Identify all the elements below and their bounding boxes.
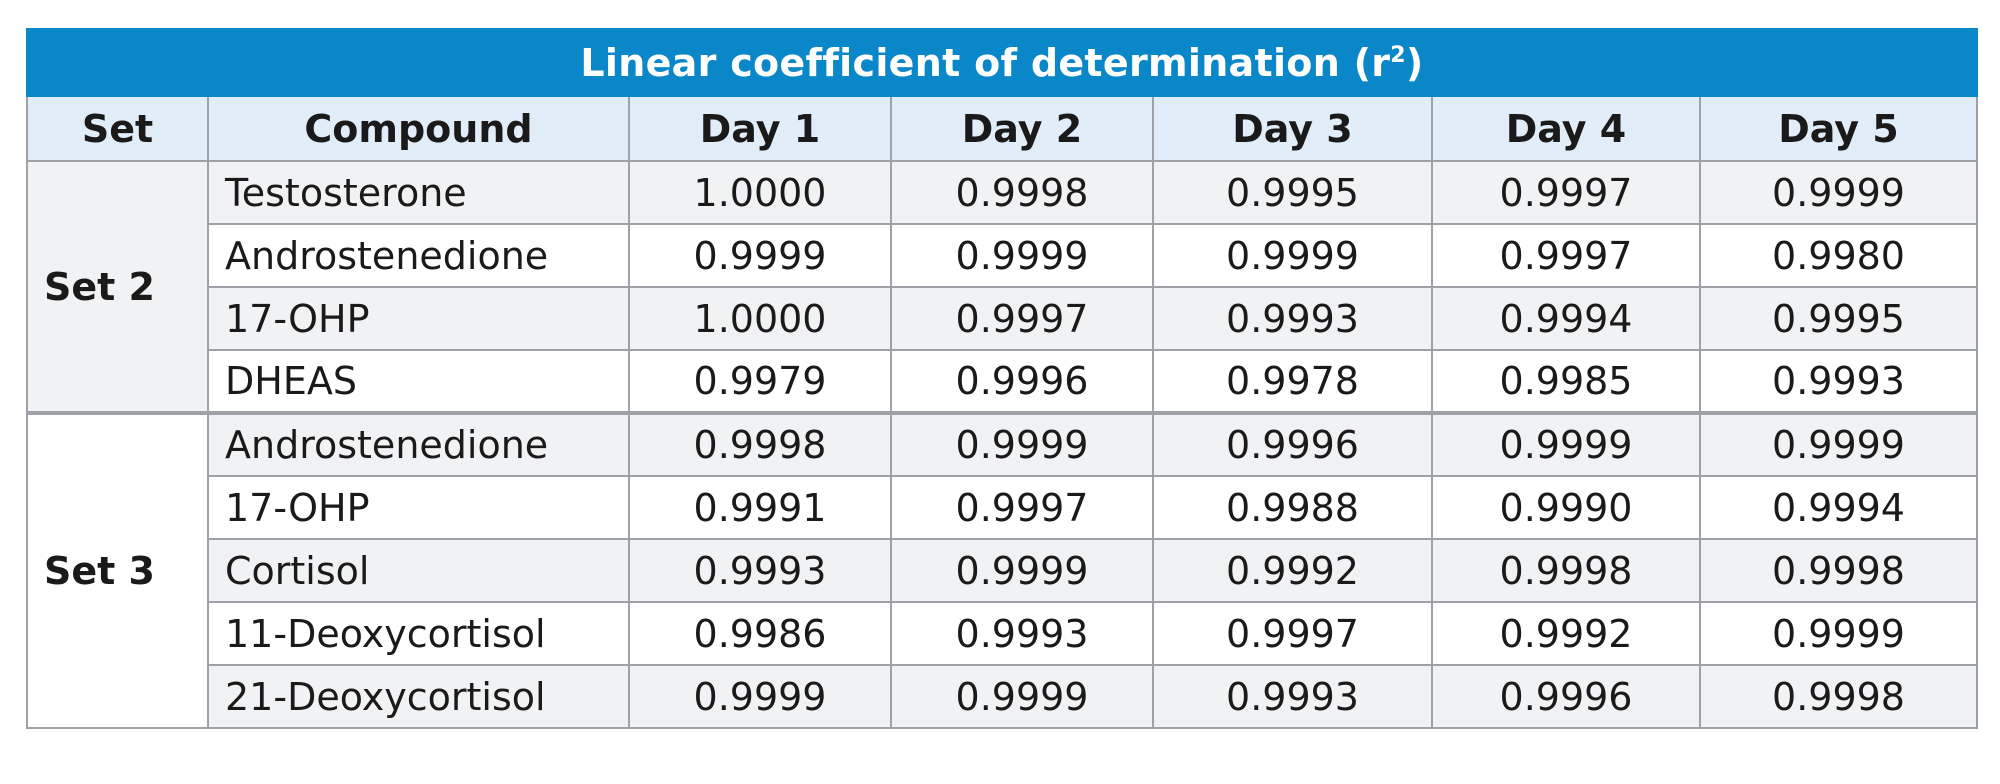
value-cell: 0.9998 — [1698, 538, 1979, 603]
set-label: Set 2 — [26, 160, 209, 414]
data-table-container: Linear coefficient of determination (r2)… — [25, 28, 1979, 729]
table-row: Set 2 Testosterone 1.0000 0.9998 0.9995 … — [26, 160, 1979, 414]
table-row: Cortisol 0.9993 0.9999 0.9992 0.9998 0.9… — [27, 538, 1979, 603]
value-cell: 0.9995 — [1698, 286, 1979, 351]
value-cell: 0.9993 — [890, 601, 1154, 666]
table-title-text: Linear coefficient of determination (r — [580, 40, 1391, 85]
value-cell: 0.9988 — [1152, 475, 1433, 540]
value-cell: 0.9999 — [1698, 160, 1979, 225]
value-cell: 0.9999 — [890, 223, 1154, 288]
table-row: Androstenedione 0.9999 0.9999 0.9999 0.9… — [27, 223, 1979, 288]
value-cell: 1.0000 — [628, 286, 892, 351]
value-cell: 0.9993 — [1152, 664, 1433, 729]
value-cell: 0.9990 — [1431, 475, 1701, 540]
compound-cell: Androstenedione — [207, 223, 630, 288]
value-cell: 0.9994 — [1698, 475, 1979, 540]
value-cell: 0.9994 — [1431, 286, 1701, 351]
compound-cell: 17-OHP — [207, 475, 630, 540]
column-header-day-2: Day 2 — [890, 95, 1154, 162]
value-cell: 0.9985 — [1431, 349, 1701, 414]
column-header-day-5: Day 5 — [1698, 95, 1979, 162]
set-label: Set 3 — [26, 411, 209, 729]
table-title-close: ) — [1405, 40, 1424, 85]
value-cell: 0.9999 — [1152, 223, 1433, 288]
value-cell: 0.9996 — [890, 349, 1154, 414]
value-cell: 0.9997 — [890, 286, 1154, 351]
value-cell: 0.9999 — [628, 223, 892, 288]
column-header-day-4: Day 4 — [1431, 95, 1701, 162]
value-cell: 0.9992 — [1431, 601, 1701, 666]
table-row: 17-OHP 0.9991 0.9997 0.9988 0.9990 0.999… — [27, 475, 1979, 540]
compound-cell: 17-OHP — [207, 286, 630, 351]
value-cell: 0.9997 — [1431, 160, 1701, 225]
value-cell: 0.9993 — [1152, 286, 1433, 351]
table-row: 17-OHP 1.0000 0.9997 0.9993 0.9994 0.999… — [27, 286, 1979, 351]
table-row: 21-Deoxycortisol 0.9999 0.9999 0.9993 0.… — [27, 664, 1979, 729]
compound-cell: DHEAS — [207, 349, 630, 414]
value-cell: 0.9995 — [1152, 160, 1433, 225]
value-cell: 0.9998 — [1431, 538, 1701, 603]
r-squared-table: Linear coefficient of determination (r2)… — [25, 28, 1979, 729]
table-row: Set 3 Androstenedione 0.9998 0.9999 0.99… — [26, 411, 1979, 729]
value-cell: 0.9993 — [628, 538, 892, 603]
table-title-row: Linear coefficient of determination (r2) — [25, 28, 1979, 97]
column-header-compound: Compound — [207, 95, 630, 162]
table-row: DHEAS 0.9979 0.9996 0.9978 0.9985 0.9993 — [27, 349, 1979, 414]
column-header-set: Set — [26, 95, 209, 162]
value-cell: 0.9996 — [1152, 411, 1433, 477]
value-cell: 0.9980 — [1698, 223, 1979, 288]
column-header-day-3: Day 3 — [1152, 95, 1433, 162]
table-title-superscript: 2 — [1390, 42, 1406, 68]
compound-cell: 21-Deoxycortisol — [207, 664, 630, 729]
value-cell: 0.9997 — [1152, 601, 1433, 666]
value-cell: 0.9999 — [1431, 411, 1701, 477]
value-cell: 0.9998 — [1698, 664, 1979, 729]
compound-cell: 11-Deoxycortisol — [207, 601, 630, 666]
column-header-day-1: Day 1 — [628, 95, 892, 162]
value-cell: 0.9993 — [1698, 349, 1979, 414]
table-title: Linear coefficient of determination (r2) — [25, 28, 1979, 97]
value-cell: 0.9997 — [890, 475, 1154, 540]
value-cell: 0.9998 — [890, 160, 1154, 225]
value-cell: 0.9999 — [890, 664, 1154, 729]
value-cell: 1.0000 — [628, 160, 892, 225]
value-cell: 0.9999 — [628, 664, 892, 729]
compound-cell: Cortisol — [207, 538, 630, 603]
value-cell: 0.9999 — [1698, 601, 1979, 666]
value-cell: 0.9998 — [628, 411, 892, 477]
value-cell: 0.9992 — [1152, 538, 1433, 603]
value-cell: 0.9991 — [628, 475, 892, 540]
compound-cell: Testosterone — [207, 160, 630, 225]
value-cell: 0.9999 — [890, 411, 1154, 477]
column-header-row: Set Compound Day 1 Day 2 Day 3 Day 4 Day… — [26, 95, 1979, 162]
value-cell: 0.9979 — [628, 349, 892, 414]
value-cell: 0.9999 — [1698, 411, 1979, 477]
value-cell: 0.9997 — [1431, 223, 1701, 288]
value-cell: 0.9999 — [890, 538, 1154, 603]
value-cell: 0.9986 — [628, 601, 892, 666]
table-row: 11-Deoxycortisol 0.9986 0.9993 0.9997 0.… — [27, 601, 1979, 666]
compound-cell: Androstenedione — [207, 411, 630, 477]
value-cell: 0.9978 — [1152, 349, 1433, 414]
value-cell: 0.9996 — [1431, 664, 1701, 729]
